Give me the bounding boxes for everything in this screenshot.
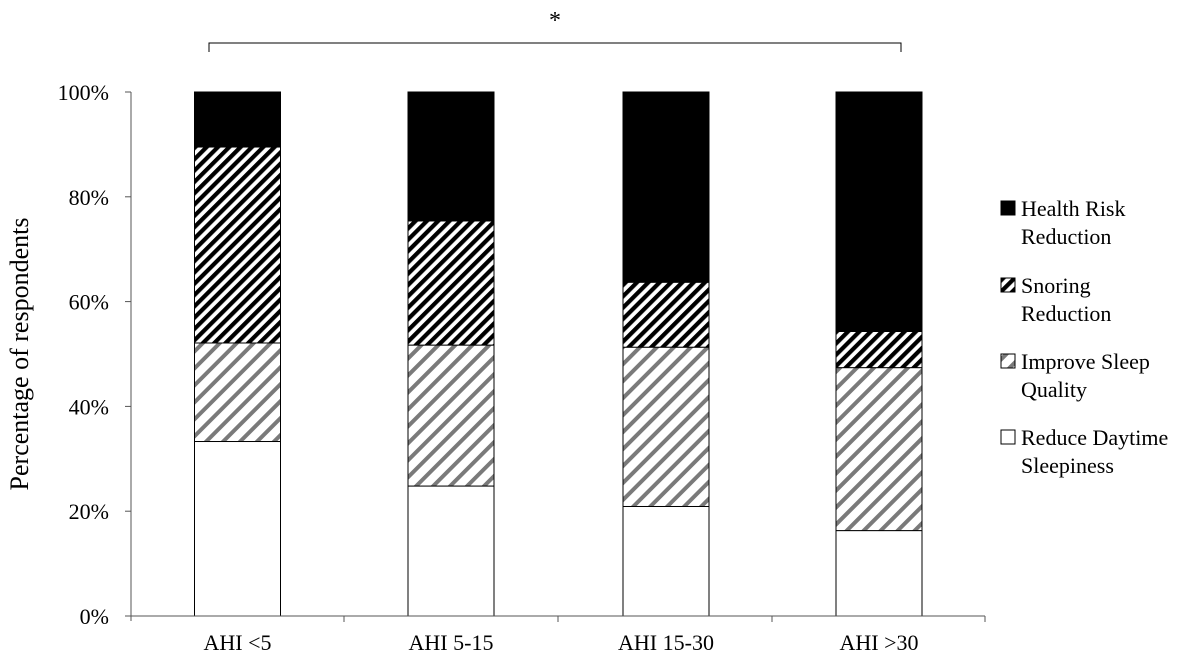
legend-label-1-1: Reduction <box>1021 301 1111 326</box>
bar-segment-0-3 <box>194 91 281 148</box>
bar-segment-3-3 <box>835 91 923 332</box>
bar-segment-0-1 <box>194 342 281 443</box>
axes: 0% 20% 40% 60% 80% 100% AHI <5 AHI 5-15 AHI 15-3… <box>5 80 986 655</box>
legend-label-3-1: Sleepiness <box>1021 453 1114 478</box>
x-tick-label: AHI 15-30 <box>618 630 714 655</box>
y-tick-label: 60% <box>69 290 109 315</box>
bar-segment-1-2 <box>407 220 495 346</box>
legend-swatch-0 <box>1000 200 1016 216</box>
legend-swatch-2 <box>1000 353 1016 369</box>
significance-label: * <box>549 8 561 34</box>
legend-label-0-1: Reduction <box>1021 224 1111 249</box>
y-tick-label: 100% <box>58 80 109 105</box>
plot-area <box>194 91 923 617</box>
x-tick-label: AHI <5 <box>203 630 271 655</box>
bar-segment-2-3 <box>622 91 710 283</box>
bar-segment-2-0 <box>622 505 710 617</box>
legend-label-2-0: Improve Sleep <box>1021 349 1150 374</box>
bar-segment-2-2 <box>622 281 710 348</box>
legend-label-2-1: Quality <box>1021 377 1087 402</box>
legend-label-3-0: Reduce Daytime <box>1021 425 1168 450</box>
y-tick-label: 80% <box>69 185 109 210</box>
legend-swatch-1 <box>1000 277 1016 293</box>
legend-label-1-0: Snoring <box>1021 273 1091 298</box>
legend-label-0-0: Health Risk <box>1021 196 1126 221</box>
significance-annotation: * <box>208 8 902 52</box>
significance-bracket <box>208 42 902 52</box>
y-tick-label: 20% <box>69 499 109 524</box>
bar-segment-0-2 <box>194 146 281 344</box>
y-tick-label: 40% <box>69 394 109 419</box>
bar-segment-1-0 <box>407 485 495 617</box>
bar-segment-3-1 <box>835 367 923 532</box>
bar-segment-1-3 <box>407 91 495 222</box>
bar-segment-3-2 <box>835 330 923 369</box>
bar-segment-1-1 <box>407 344 495 487</box>
bar-segment-3-0 <box>835 530 923 617</box>
bar-segment-2-1 <box>622 346 710 507</box>
y-tick-label: 0% <box>80 604 109 629</box>
x-tick-label: AHI 5-15 <box>409 630 494 655</box>
y-axis-title: Percentage of respondents <box>5 218 34 491</box>
legend: Health Risk Reduction Snoring Reduction Impr… <box>1000 196 1168 478</box>
legend-swatch-3 <box>1000 429 1016 445</box>
bar-segment-0-0 <box>194 441 281 617</box>
x-tick-label: AHI >30 <box>839 630 918 655</box>
